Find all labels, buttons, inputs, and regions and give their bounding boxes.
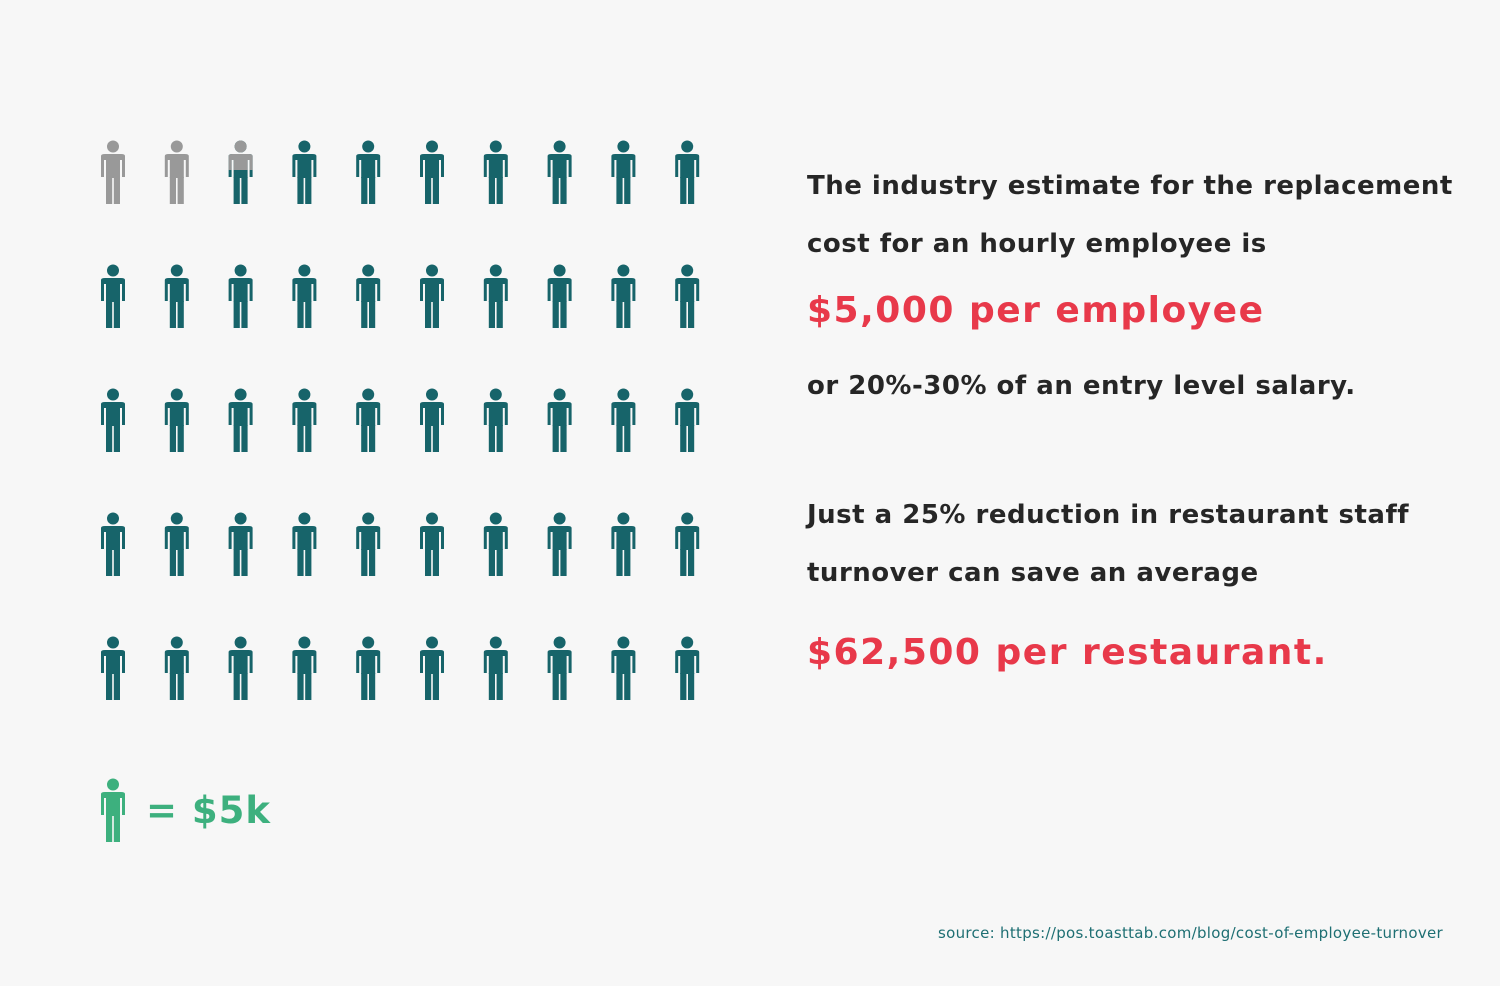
person-icon	[675, 636, 700, 700]
person-icon	[292, 636, 317, 700]
person-icon	[420, 264, 444, 328]
pictograph-grid	[101, 140, 700, 700]
person-icon	[356, 264, 381, 328]
highlight-savings-per-restaurant: $62,500 per restaurant.	[807, 632, 1328, 673]
paragraph-1-line-3: or 20%-30% of an entry level salary.	[807, 371, 1356, 401]
person-icon	[611, 512, 636, 576]
person-icon	[483, 388, 508, 452]
person-icon	[356, 140, 381, 204]
person-icon	[101, 778, 125, 842]
person-icon	[611, 388, 636, 452]
paragraph-2-line-2: turnover can save an average	[807, 558, 1259, 588]
p1-line3-wrap: or 20%-30% of an entry level salary.	[807, 371, 1356, 401]
person-icon	[547, 636, 572, 700]
person-icon	[101, 512, 125, 576]
person-icon	[675, 140, 700, 204]
person-icon	[611, 140, 636, 204]
person-icon	[356, 512, 381, 576]
legend-label: = $5k	[146, 788, 271, 832]
person-icon	[228, 140, 253, 204]
paragraph-2-line-1: Just a 25% reduction in restaurant staff	[807, 500, 1410, 530]
person-icon	[483, 140, 508, 204]
person-icon	[164, 512, 189, 576]
p2-line2-wrap: turnover can save an average	[807, 558, 1259, 588]
person-icon	[611, 636, 636, 700]
legend: = $5k	[98, 778, 271, 842]
person-icon	[292, 264, 317, 328]
highlight-cost-per-employee: $5,000 per employee	[807, 290, 1265, 331]
person-icon	[675, 512, 700, 576]
person-icon	[356, 636, 381, 700]
person-icon	[420, 636, 444, 700]
person-icon	[292, 388, 317, 452]
person-icon	[292, 512, 317, 576]
person-icon	[483, 512, 508, 576]
highlight-2-wrap: $62,500 per restaurant.	[807, 632, 1328, 673]
source-citation: source: https://pos.toasttab.com/blog/co…	[938, 924, 1443, 942]
person-icon	[292, 140, 317, 204]
person-icon	[101, 636, 125, 700]
person-icon	[356, 388, 381, 452]
person-icon	[547, 264, 572, 328]
person-icon	[228, 636, 253, 700]
person-icon	[675, 388, 700, 452]
person-icon	[101, 264, 125, 328]
person-icon	[420, 388, 444, 452]
person-icon	[420, 140, 444, 204]
person-icon	[101, 388, 125, 452]
person-icon	[228, 388, 253, 452]
person-icon	[547, 388, 572, 452]
person-icon	[611, 264, 636, 328]
p2-line1-wrap: Just a 25% reduction in restaurant staff	[807, 500, 1409, 530]
person-icon	[483, 264, 508, 328]
p1-line1-wrap: The industry estimate for the replacemen…	[807, 171, 1453, 201]
person-icon	[164, 140, 189, 204]
person-icon	[164, 636, 189, 700]
p1-line2-wrap: cost for an hourly employee is	[807, 229, 1267, 259]
person-icon	[164, 388, 189, 452]
highlight-1-wrap: $5,000 per employee	[807, 290, 1265, 331]
person-icon	[101, 140, 125, 204]
person-icon	[228, 264, 253, 328]
person-icon	[420, 512, 444, 576]
person-icon	[483, 636, 508, 700]
paragraph-1-line-2: cost for an hourly employee is	[807, 229, 1267, 259]
person-icon	[547, 140, 572, 204]
person-icon	[675, 264, 700, 328]
person-icon	[547, 512, 572, 576]
paragraph-1-line-1: The industry estimate for the replacemen…	[807, 171, 1453, 201]
person-icon	[164, 264, 189, 328]
person-icon	[228, 512, 253, 576]
